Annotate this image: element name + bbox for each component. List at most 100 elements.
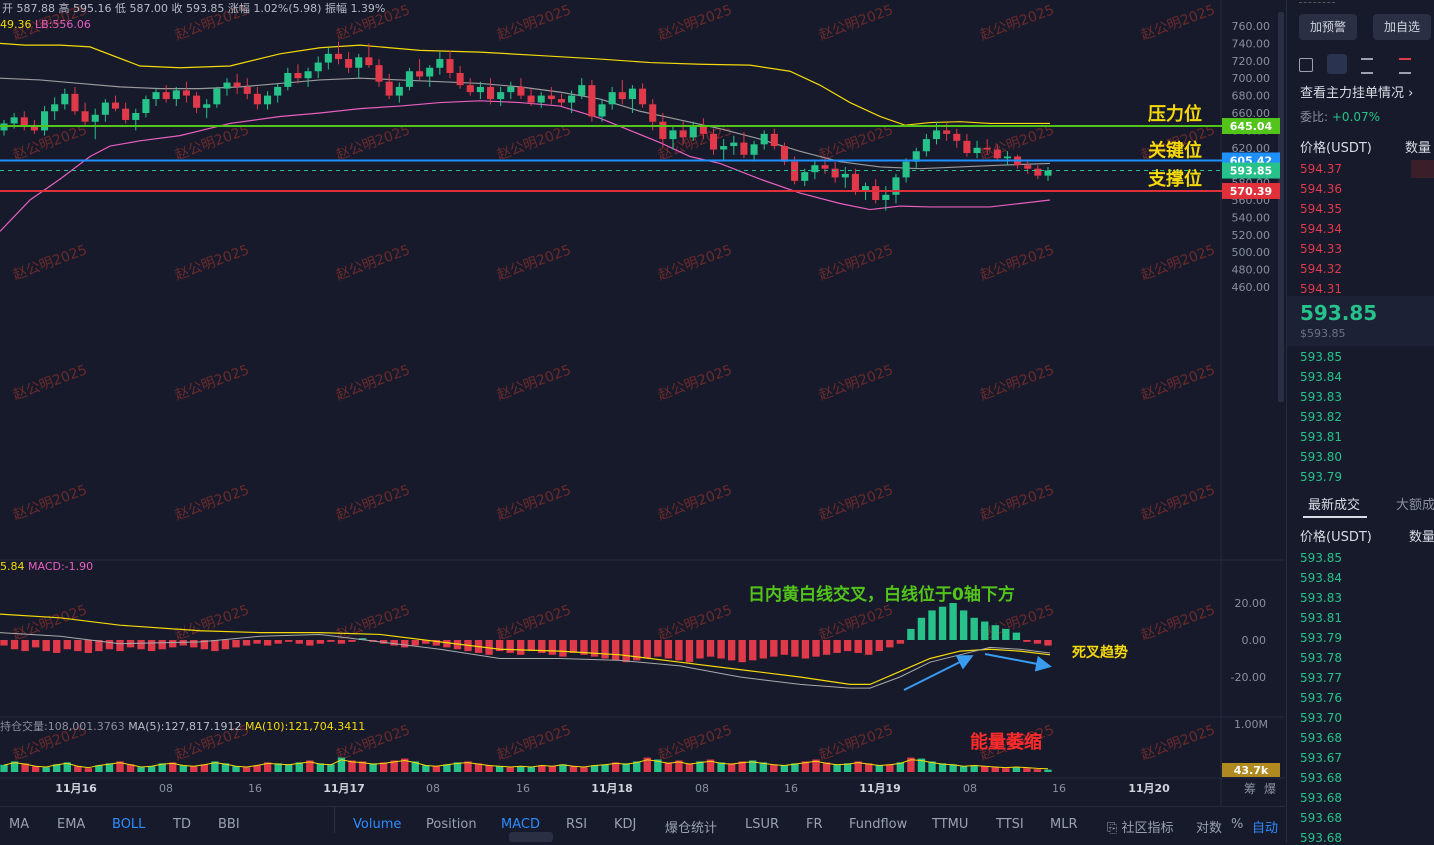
candle-body (142, 99, 150, 113)
watermark-text: 赵公明2025 (334, 242, 412, 284)
macd-histogram-bar (306, 640, 314, 646)
view-split-icon[interactable] (1327, 54, 1347, 74)
log-scale-toggle[interactable]: 对数 (1196, 821, 1223, 836)
trade-price-row[interactable]: 593.67 (1300, 751, 1342, 765)
price-axis-label: 480.00 (1232, 264, 1271, 277)
macd-histogram-bar (633, 640, 641, 661)
orderbook-link[interactable]: 查看主力挂单情况 › (1300, 86, 1414, 101)
sub-indicator-item[interactable]: KDJ (614, 817, 637, 832)
community-indicator-button[interactable]: ⎘ 社区指标 (1107, 821, 1174, 836)
candle (253, 86, 261, 110)
candle-body (1044, 170, 1052, 176)
bid-price-row[interactable]: 593.82 (1300, 410, 1342, 424)
ask-price-row[interactable]: 594.37 (1300, 162, 1342, 176)
trade-price-row[interactable]: 593.68 (1300, 771, 1342, 785)
trade-price-row[interactable]: 593.78 (1300, 651, 1342, 665)
trade-price-row[interactable]: 593.76 (1300, 691, 1342, 705)
ask-price-row[interactable]: 594.34 (1300, 222, 1342, 236)
sub-indicator-item[interactable]: TTMU (932, 817, 969, 832)
bid-price-row[interactable]: 593.84 (1300, 370, 1342, 384)
ask-price-row[interactable]: 594.36 (1300, 182, 1342, 196)
trade-price-row[interactable]: 593.81 (1300, 611, 1342, 625)
sub-indicator-item[interactable]: Fundflow (849, 817, 908, 832)
chart-area[interactable]: 赵公明2025 赵公明2025 赵公明2025 赵公明2025 赵公明2025 赵公明20… (0, 0, 1285, 806)
sub-indicator-item[interactable]: MACD (501, 817, 540, 832)
bid-price-row[interactable]: 593.79 (1300, 470, 1342, 484)
bid-price-row[interactable]: 593.83 (1300, 390, 1342, 404)
volume-bar (42, 767, 50, 772)
sub-indicator-item[interactable]: Volume (353, 817, 402, 832)
trade-price-row[interactable]: 593.68 (1300, 731, 1342, 745)
bid-price-row[interactable]: 593.81 (1300, 430, 1342, 444)
macd-histogram-bar (453, 640, 462, 650)
trade-price-row[interactable]: 593.68 (1300, 811, 1342, 825)
view-bids-icon[interactable] (1361, 58, 1373, 74)
main-indicator-ma[interactable]: MA (9, 817, 30, 832)
trade-price-row[interactable]: 593.70 (1300, 711, 1342, 725)
candle (243, 78, 251, 100)
main-indicator-boll[interactable]: BOLL (112, 817, 146, 832)
main-indicator-td[interactable]: TD (173, 817, 191, 832)
sub-indicator-item[interactable]: RSI (566, 817, 588, 832)
candle (547, 86, 555, 105)
trade-price-row[interactable]: 593.83 (1300, 591, 1342, 605)
candle-body (101, 102, 109, 115)
add-watchlist-button[interactable]: 加自选 (1373, 14, 1431, 40)
sub-indicator-item[interactable]: FR (806, 817, 823, 832)
ask-price-row[interactable]: 594.35 (1300, 202, 1342, 216)
trade-price-row[interactable]: 593.68 (1300, 831, 1342, 845)
view-asks-icon[interactable] (1399, 58, 1411, 74)
volume-bar (232, 766, 240, 772)
ask-price-row[interactable]: 594.32 (1300, 262, 1342, 276)
volume-bar (495, 766, 504, 772)
macd-histogram-bar (147, 640, 156, 652)
volume-bar (759, 762, 767, 772)
candle (284, 67, 292, 91)
time-axis-label: 08 (159, 782, 173, 795)
trade-price-row[interactable]: 593.84 (1300, 571, 1342, 585)
ask-price-row[interactable]: 594.31 (1300, 282, 1342, 296)
sub-indicator-item[interactable]: 爆仓统计 (665, 821, 718, 836)
candle (993, 144, 1001, 162)
percent-scale-toggle[interactable]: % (1231, 817, 1244, 832)
sub-indicator-item[interactable]: TTSI (996, 817, 1024, 832)
add-alert-button[interactable]: 加预警 (1299, 14, 1357, 40)
bid-price-row[interactable]: 593.85 (1300, 350, 1342, 364)
candle-body (537, 95, 545, 103)
watermark-text: 赵公明2025 (1139, 602, 1217, 644)
trade-price-row[interactable]: 593.85 (1300, 551, 1342, 565)
candle-body (486, 86, 495, 100)
candle (213, 86, 221, 108)
sub-indicator-item[interactable]: LSUR (745, 817, 780, 832)
trade-price-row[interactable]: 593.79 (1300, 631, 1342, 645)
view-both-icon[interactable] (1299, 58, 1313, 72)
tab-latest-trades[interactable]: 最新成交 (1308, 498, 1361, 513)
candle (61, 88, 69, 110)
trade-price-row[interactable]: 593.77 (1300, 671, 1342, 685)
main-indicator-bbi[interactable]: BBI (218, 817, 240, 832)
order-ratio: 委比: +0.07% (1300, 110, 1381, 124)
tab-underline (1303, 516, 1367, 518)
volume-bar (1012, 767, 1021, 772)
main-indicator-ema[interactable]: EMA (57, 817, 86, 832)
boll-lower-line (0, 100, 1051, 232)
macd-axis-label: -20.00 (1231, 671, 1266, 684)
macd-settings-handle[interactable] (509, 832, 553, 842)
auto-scale-toggle[interactable]: 自动 (1252, 821, 1279, 836)
tab-big-trades[interactable]: 大额成 (1396, 498, 1434, 513)
trade-price-row[interactable]: 593.68 (1300, 791, 1342, 805)
ask-price-row[interactable]: 594.33 (1300, 242, 1342, 256)
time-axis-label: 16 (1052, 782, 1066, 795)
candle (324, 47, 332, 70)
sub-indicator-item[interactable]: MLR (1050, 817, 1078, 832)
watermark-text: 赵公明2025 (334, 122, 412, 164)
bid-price-row[interactable]: 593.80 (1300, 450, 1342, 464)
macd-histogram-bar (527, 640, 535, 652)
sub-indicator-item[interactable]: Position (426, 817, 477, 832)
macd-histogram-bar (517, 640, 525, 655)
candle (1044, 166, 1052, 181)
candle (436, 52, 444, 75)
candle-body (628, 88, 636, 100)
candle (416, 59, 424, 80)
macd-histogram-bar (285, 640, 293, 642)
